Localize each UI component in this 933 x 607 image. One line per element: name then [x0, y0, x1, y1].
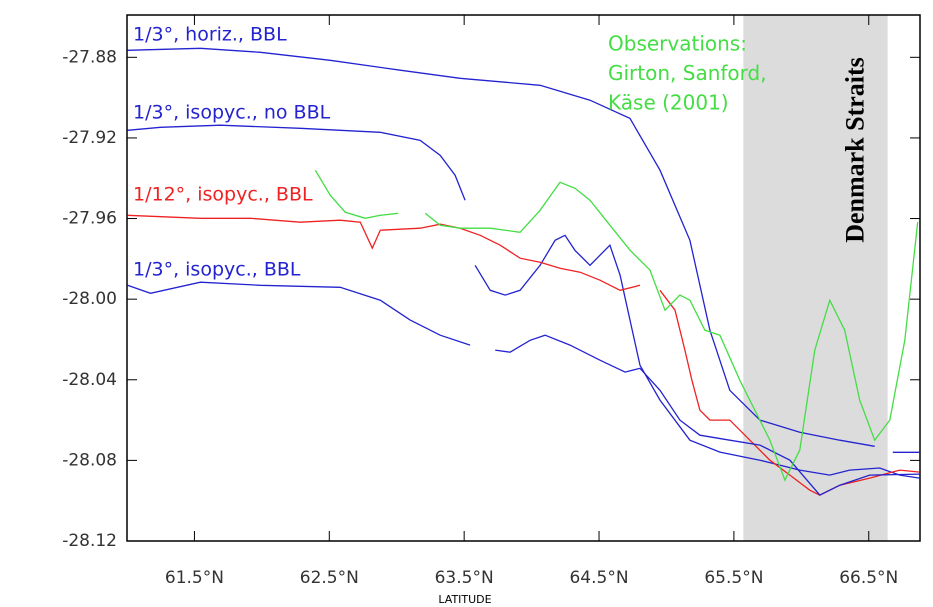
- y-tick-label: -28.12: [62, 531, 117, 551]
- shaded-region: [743, 15, 888, 541]
- x-tick-label: 66.5°N: [839, 568, 898, 588]
- y-tick-label: -28.08: [62, 450, 117, 470]
- series-line: [127, 47, 920, 453]
- y-tick-label: -28.00: [62, 289, 117, 309]
- y-tick-label: -27.92: [62, 128, 117, 148]
- annotation: Observations:: [608, 32, 747, 56]
- series-label: 1/3°, isopyc., no BBL: [133, 102, 331, 124]
- region-label: Denmark Straits: [840, 57, 869, 243]
- x-tick-label: 63.5°N: [435, 568, 494, 588]
- series-label: 1/12°, isopyc., BBL: [133, 184, 313, 206]
- y-tick-label: -27.96: [62, 209, 117, 229]
- annotation: Girton, Sanford,: [608, 61, 767, 85]
- y-tick-label: -28.04: [62, 370, 117, 390]
- x-tick-label: 62.5°N: [300, 568, 359, 588]
- annotation: Käse (2001): [608, 91, 729, 115]
- x-tick-label: 65.5°N: [704, 568, 763, 588]
- series-label: 1/3°, horiz., BBL: [133, 24, 287, 46]
- series-label: 1/3°, isopyc., BBL: [133, 259, 301, 281]
- x-tick-label: 61.5°N: [165, 568, 224, 588]
- series-line: [314, 169, 919, 482]
- y-tick-label: -27.88: [62, 47, 117, 67]
- series-line: [127, 124, 920, 479]
- plot-frame: [126, 14, 921, 542]
- series-line: [127, 281, 920, 496]
- x-tick-label: 64.5°N: [569, 568, 628, 588]
- x-axis-label: LATITUDE: [438, 593, 491, 606]
